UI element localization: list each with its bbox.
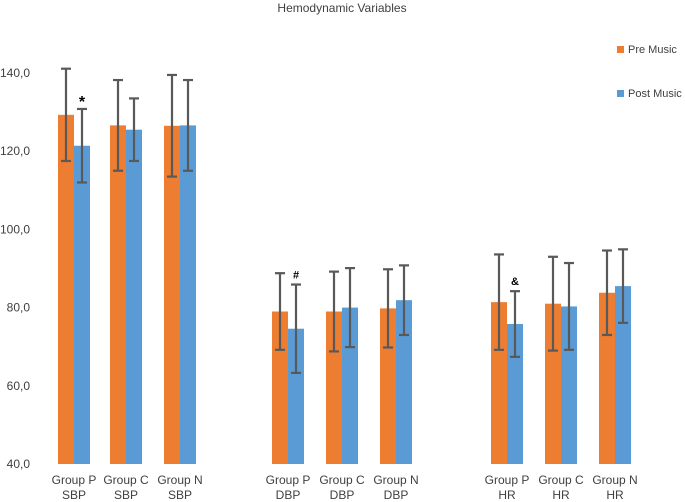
x-tick-label-group: Group N [157, 473, 202, 487]
x-tick-label-group: Group C [103, 473, 149, 487]
x-tick-label-group: Group N [373, 473, 418, 487]
pre-music-bar [164, 125, 180, 464]
x-tick-label-variable: DBP [330, 488, 355, 502]
x-tick-label-variable: SBP [168, 488, 192, 502]
post-music-bar [507, 324, 523, 464]
post-music-bar [126, 129, 142, 464]
x-tick-label-variable: HR [498, 488, 516, 502]
post-music-legend-swatch [617, 90, 624, 97]
post-music-legend-label: Post Music [628, 88, 682, 100]
pre-music-legend-label: Pre Music [628, 44, 677, 56]
bars [58, 114, 631, 465]
post-music-bar [74, 145, 90, 464]
y-tick-label: 120,0 [0, 144, 30, 158]
significance-annotations: * # & [79, 94, 519, 288]
x-tick-label-variable: SBP [62, 488, 86, 502]
x-tick-label-group: Group N [592, 473, 637, 487]
y-tick-label: 40,0 [7, 457, 31, 471]
x-tick-label-group: Group P [52, 473, 97, 487]
x-tick-label-group: Group P [266, 473, 311, 487]
annotation-mark: & [511, 276, 519, 288]
post-music-bar [288, 328, 304, 464]
y-tick-label: 80,0 [7, 301, 31, 315]
x-tick-label-variable: HR [606, 488, 624, 502]
x-tick-label-variable: HR [552, 488, 570, 502]
x-tick-label-group: Group C [319, 473, 365, 487]
post-music-bar [180, 125, 196, 465]
legend: Pre Music Post Music [617, 44, 682, 100]
chart-title: Hemodynamic Variables [277, 1, 406, 15]
y-tick-label: 140,0 [0, 66, 30, 80]
post-music-bar [615, 286, 631, 464]
pre-music-bar [110, 125, 126, 465]
annotation-mark: * [79, 94, 86, 111]
annotation-mark: # [293, 270, 299, 282]
post-music-bar [396, 300, 412, 464]
pre-music-bar [491, 302, 507, 464]
y-tick-label: 60,0 [7, 379, 31, 393]
pre-music-legend-swatch [617, 46, 624, 53]
y-axis: 40,0 60,0 80,0 100,0 120,0 140,0 [0, 66, 30, 471]
x-tick-label-group: Group C [538, 473, 584, 487]
pre-music-bar [545, 303, 561, 464]
error-bars [61, 67, 628, 374]
x-tick-label-variable: SBP [114, 488, 138, 502]
pre-music-bar [58, 114, 74, 464]
pre-music-bar [326, 311, 342, 464]
post-music-bar [561, 306, 577, 464]
x-tick-label-group: Group P [485, 473, 530, 487]
x-tick-label-variable: DBP [384, 488, 409, 502]
y-tick-label: 100,0 [0, 222, 30, 236]
x-tick-label-variable: DBP [276, 488, 301, 502]
